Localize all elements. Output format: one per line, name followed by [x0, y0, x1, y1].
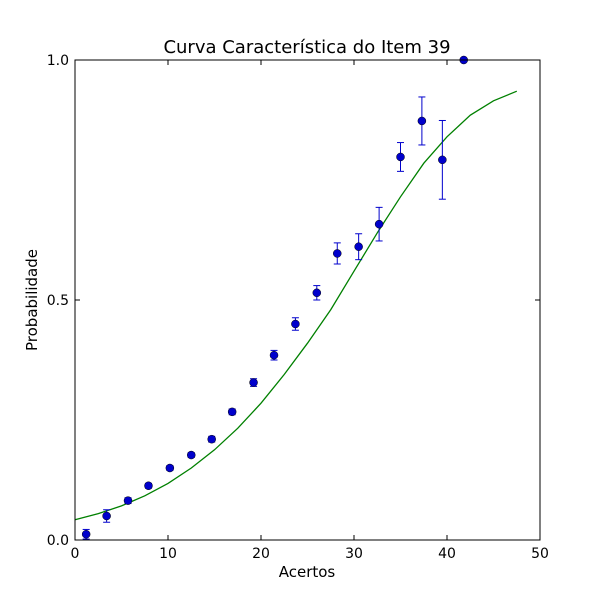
data-point-group	[269, 349, 279, 361]
data-point-group	[438, 119, 447, 200]
y-tick-label: 0.5	[47, 293, 69, 309]
data-point-group	[291, 317, 300, 331]
data-point	[81, 529, 91, 539]
data-point	[165, 463, 175, 473]
plot-area	[75, 60, 540, 540]
data-point-group	[354, 233, 363, 261]
data-point	[312, 288, 322, 298]
data-points-layer	[81, 55, 468, 540]
data-point-group	[187, 450, 196, 460]
data-point-group	[102, 509, 111, 523]
x-tick-label: 20	[252, 546, 270, 562]
data-point	[269, 350, 279, 360]
data-point	[396, 152, 405, 162]
data-point	[417, 116, 427, 126]
data-point-group	[165, 463, 175, 473]
x-tick-label: 40	[438, 546, 456, 562]
data-point-group	[207, 434, 216, 444]
data-point-group	[81, 528, 91, 540]
y-tick-label: 1.0	[47, 53, 69, 69]
axis-ticks: 0 10 20 30 40 50 0.0 0.5 1.0	[47, 53, 549, 562]
data-point-group	[144, 481, 153, 491]
x-tick-label: 0	[71, 546, 80, 562]
fitted-curve-layer	[74, 90, 518, 521]
data-point	[144, 481, 153, 491]
data-point	[333, 249, 342, 258]
x-tick-label: 50	[531, 546, 549, 562]
data-point	[354, 242, 363, 251]
data-point	[291, 319, 300, 329]
data-point-group	[333, 242, 342, 265]
data-point	[374, 219, 384, 229]
data-point-group	[417, 96, 427, 146]
data-point	[249, 378, 258, 387]
data-point-group	[312, 285, 322, 301]
data-point-group	[374, 206, 384, 242]
fitted-curve-line	[74, 90, 518, 521]
data-point-group	[123, 496, 133, 505]
data-point-group	[227, 407, 237, 417]
data-point-group	[396, 142, 405, 172]
x-tick-label: 10	[159, 546, 177, 562]
data-point-group	[249, 378, 258, 387]
data-point	[187, 450, 196, 460]
x-axis-label: Acertos	[279, 563, 336, 581]
y-tick-label: 0.0	[47, 533, 69, 549]
y-axis-label: Probabilidade	[23, 249, 41, 351]
data-point	[438, 155, 447, 165]
data-point	[123, 496, 133, 505]
x-tick-label: 30	[345, 546, 363, 562]
data-point	[207, 434, 216, 444]
data-point	[227, 407, 237, 417]
data-point	[102, 511, 111, 521]
chart-title: Curva Característica do Item 39	[163, 37, 450, 58]
